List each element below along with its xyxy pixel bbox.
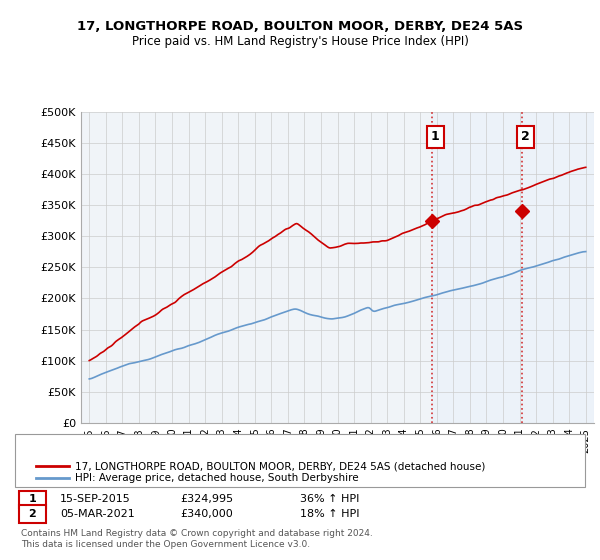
Text: 17, LONGTHORPE ROAD, BOULTON MOOR, DERBY, DE24 5AS: 17, LONGTHORPE ROAD, BOULTON MOOR, DERBY… [77,20,523,32]
Text: 15-SEP-2015: 15-SEP-2015 [60,494,131,504]
Text: £324,995: £324,995 [180,494,233,504]
Text: 1: 1 [431,130,440,143]
Text: 05-MAR-2021: 05-MAR-2021 [60,508,135,519]
Text: 2: 2 [29,508,36,519]
Text: 17, LONGTHORPE ROAD, BOULTON MOOR, DERBY, DE24 5AS (detached house): 17, LONGTHORPE ROAD, BOULTON MOOR, DERBY… [75,461,485,472]
Text: 2: 2 [521,130,530,143]
Text: 18% ↑ HPI: 18% ↑ HPI [300,508,359,519]
Text: HPI: Average price, detached house, South Derbyshire: HPI: Average price, detached house, Sout… [75,473,359,483]
Text: 36% ↑ HPI: 36% ↑ HPI [300,494,359,504]
Bar [432,112,594,423]
Text: Price paid vs. HM Land Registry's House Price Index (HPI): Price paid vs. HM Land Registry's House … [131,35,469,48]
Text: Contains HM Land Registry data © Crown copyright and database right 2024.
This d: Contains HM Land Registry data © Crown c… [21,529,373,549]
Text: £340,000: £340,000 [180,508,233,519]
Text: 1: 1 [29,494,36,504]
